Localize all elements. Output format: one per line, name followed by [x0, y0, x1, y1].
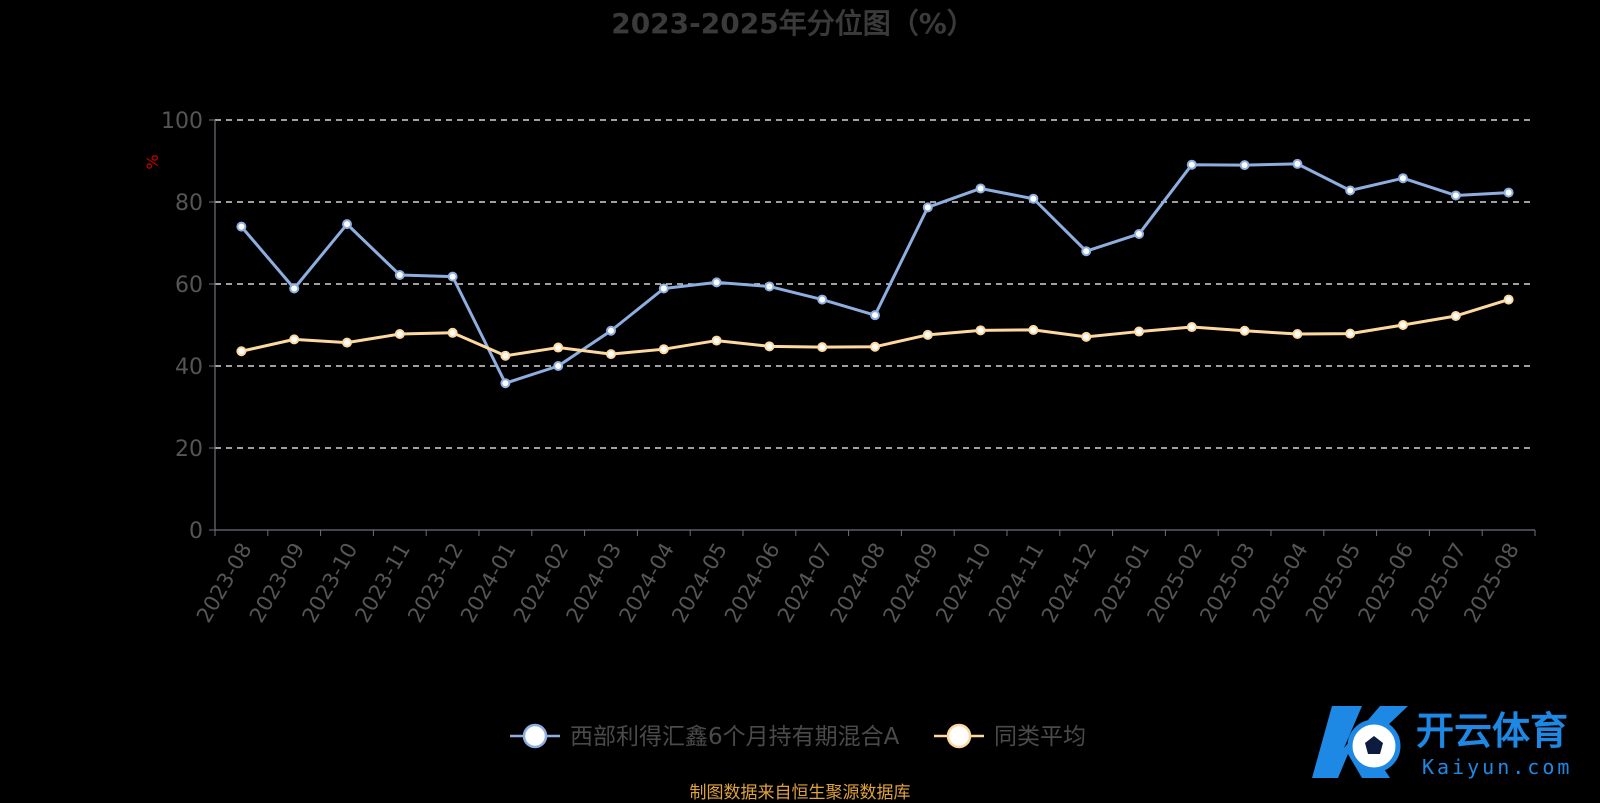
data-point — [553, 361, 564, 371]
data-point — [236, 346, 247, 357]
data-point — [1503, 187, 1514, 198]
chart-title: 2023-2025年分位图（%） — [611, 7, 975, 40]
data-point — [553, 342, 564, 353]
data-point — [500, 350, 511, 361]
data-point — [1081, 331, 1092, 342]
data-point — [1450, 310, 1461, 321]
logo-cn-text: 开云体育 — [1416, 709, 1568, 753]
series-1 — [236, 158, 1514, 389]
data-point — [711, 335, 722, 346]
data-point — [1081, 246, 1092, 257]
legend-label: 同类平均 — [994, 724, 1086, 750]
data-point — [606, 349, 616, 360]
data-point — [817, 342, 828, 353]
data-point — [817, 294, 828, 305]
data-point — [658, 344, 669, 355]
data-point — [764, 281, 775, 292]
legend-marker — [522, 723, 548, 749]
data-point — [447, 327, 458, 338]
data-point — [764, 341, 775, 352]
data-point — [870, 310, 880, 321]
legend-label: 西部利得汇鑫6个月持有期混合A — [570, 724, 900, 750]
data-point — [236, 221, 247, 232]
data-point — [447, 271, 458, 282]
data-point — [870, 341, 880, 352]
y-tick-labels: 0 20 40 60 80 100 — [161, 109, 203, 544]
data-point — [1398, 173, 1408, 184]
data-point — [1028, 324, 1039, 335]
kaiyun-logo: 开云体育 Kaiyun.com — [1312, 706, 1572, 779]
data-point — [606, 325, 616, 336]
data-point — [1239, 160, 1250, 171]
x-tick-labels: 2023-082023-092023-102023-112023-122024-… — [192, 539, 1524, 627]
data-point — [1186, 159, 1197, 170]
axes — [209, 119, 1536, 536]
data-point — [1503, 294, 1514, 305]
data-point — [975, 183, 986, 194]
data-point — [922, 329, 933, 340]
y-axis-label: % — [143, 154, 162, 169]
data-point — [1186, 322, 1197, 333]
data-point — [342, 219, 352, 230]
data-point — [1239, 325, 1250, 336]
data-point — [1345, 185, 1356, 196]
data-point — [1028, 193, 1039, 204]
y-tick-label: 100 — [161, 109, 203, 134]
legend-item-2[interactable]: 同类平均 — [934, 723, 1086, 750]
legend-item-1[interactable]: 西部利得汇鑫6个月持有期混合A — [510, 723, 900, 750]
series-lines — [236, 158, 1514, 389]
data-point — [658, 283, 669, 294]
data-point — [289, 334, 300, 345]
series-2 — [236, 294, 1514, 361]
y-tick-label: 40 — [175, 355, 203, 380]
data-point — [289, 283, 300, 294]
data-point — [1292, 329, 1303, 340]
data-point — [711, 277, 722, 288]
y-tick-label: 20 — [175, 437, 203, 462]
data-point — [1134, 326, 1144, 337]
legend-marker — [946, 723, 972, 749]
legend[interactable]: 西部利得汇鑫6个月持有期混合A 同类平均 — [510, 723, 1086, 750]
data-point — [1292, 158, 1303, 169]
data-point — [500, 378, 511, 389]
grid-lines — [215, 119, 1535, 449]
data-point — [1398, 320, 1408, 330]
data-point — [975, 325, 986, 336]
logo-en-text: Kaiyun.com — [1422, 755, 1572, 779]
source-note: 制图数据来自恒生聚源数据库 — [689, 783, 911, 803]
data-point — [1345, 328, 1356, 339]
y-tick-label: 0 — [189, 519, 203, 544]
data-point — [922, 202, 933, 213]
y-tick-label: 80 — [175, 191, 203, 216]
data-point — [1450, 190, 1461, 201]
data-point — [394, 329, 405, 340]
data-point — [342, 337, 352, 348]
data-point — [1134, 228, 1144, 239]
y-tick-label: 60 — [175, 273, 203, 298]
data-point — [394, 269, 405, 280]
